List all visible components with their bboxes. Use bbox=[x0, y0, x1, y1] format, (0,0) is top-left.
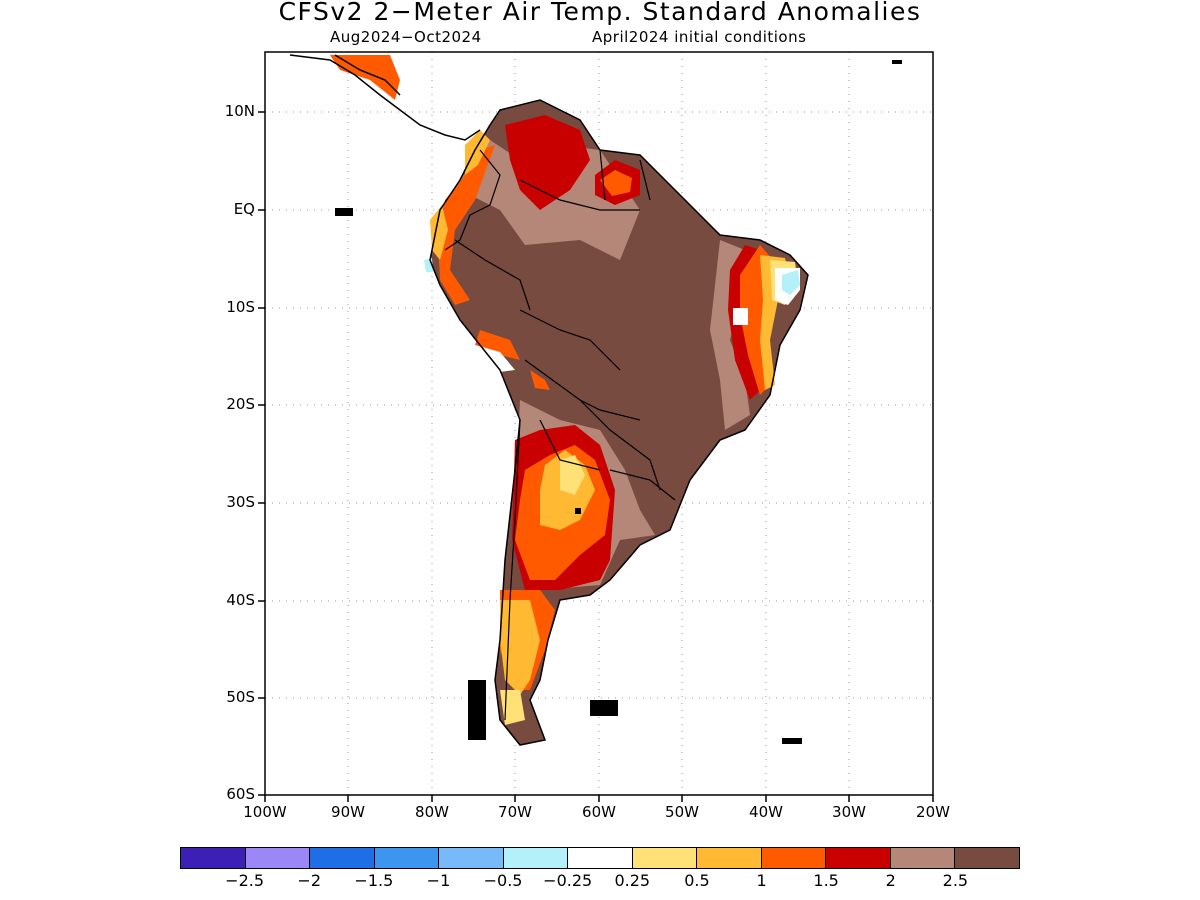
colorbar-label: 2 bbox=[885, 871, 896, 890]
lon-label-20w: 20W bbox=[916, 803, 950, 821]
colorbar-label: 2.5 bbox=[942, 871, 969, 890]
anomaly-1-1.5 bbox=[438, 145, 495, 305]
colorbar-label: −1.5 bbox=[354, 871, 394, 890]
colorbar-label: 1.5 bbox=[813, 871, 839, 890]
colorbar-label: −2 bbox=[297, 871, 322, 890]
lat-label-30s: 30S bbox=[226, 493, 255, 511]
colorbar-swatch bbox=[955, 848, 1019, 868]
lon-label-80w: 80W bbox=[415, 803, 449, 821]
colorbar-label: 1 bbox=[756, 871, 767, 890]
lat-label-10n: 10N bbox=[224, 102, 255, 120]
colorbar-swatch bbox=[310, 848, 375, 868]
anomaly-1-1.5 bbox=[530, 370, 550, 390]
anomaly-0.5-1 bbox=[430, 205, 448, 260]
lon-label-70w: 70W bbox=[498, 803, 532, 821]
anomaly-1-1.5 bbox=[475, 330, 520, 360]
colorbar-label: −0.5 bbox=[483, 871, 523, 890]
anomaly-1-1.5 bbox=[330, 55, 400, 100]
anomaly-negative bbox=[782, 270, 800, 295]
colorbar-label: −1 bbox=[426, 871, 451, 890]
coastline bbox=[429, 99, 809, 746]
islands bbox=[335, 60, 902, 744]
lat-label-20s: 20S bbox=[226, 395, 255, 413]
anomaly-0.5-1 bbox=[500, 600, 540, 695]
anomaly-1.5-2 bbox=[505, 115, 590, 210]
colorbar-swatch bbox=[374, 848, 440, 868]
colorbar-swatch bbox=[761, 848, 827, 868]
anomaly-1-1.5 bbox=[600, 170, 632, 196]
initial-conditions: April2024 initial conditions bbox=[592, 28, 807, 46]
lon-label-30w: 30W bbox=[832, 803, 866, 821]
lat-label-eq: EQ bbox=[233, 200, 255, 218]
colorbar-label: 0.5 bbox=[684, 871, 710, 890]
lon-label-60w: 60W bbox=[582, 803, 616, 821]
valid-period: Aug2024−Oct2024 bbox=[330, 28, 482, 46]
colorbar-label: −2.5 bbox=[225, 871, 265, 890]
colorbar-swatch bbox=[568, 848, 633, 868]
lon-label-50w: 50W bbox=[665, 803, 699, 821]
lat-label-10s: 10S bbox=[226, 298, 255, 316]
chart-title: CFSv2 2−Meter Air Temp. Standard Anomali… bbox=[278, 0, 922, 26]
country-borders bbox=[444, 149, 676, 721]
colorbar-swatch bbox=[890, 848, 956, 868]
lon-label-40w: 40W bbox=[749, 803, 783, 821]
colorbar-label: 0.25 bbox=[614, 871, 651, 890]
colorbar-swatch bbox=[826, 848, 891, 868]
colorbar-swatch bbox=[181, 848, 246, 868]
colorbar-swatch bbox=[245, 848, 311, 868]
colorbar-swatch bbox=[439, 848, 504, 868]
colorbar-label: −0.25 bbox=[543, 871, 593, 890]
lon-label-100w: 100W bbox=[243, 803, 287, 821]
anomaly-0.5-1 bbox=[465, 130, 490, 175]
lat-label-40s: 40S bbox=[226, 591, 255, 609]
colorbar bbox=[180, 847, 1020, 869]
colorbar-swatch bbox=[697, 848, 762, 868]
lon-label-90w: 90W bbox=[331, 803, 365, 821]
anomaly-near-normal bbox=[733, 308, 748, 325]
colorbar-swatch bbox=[503, 848, 569, 868]
colorbar-swatch bbox=[632, 848, 698, 868]
coastline-central-america bbox=[289, 54, 481, 141]
lat-label-50s: 50S bbox=[226, 688, 255, 706]
lat-label-60s: 60S bbox=[226, 785, 255, 803]
